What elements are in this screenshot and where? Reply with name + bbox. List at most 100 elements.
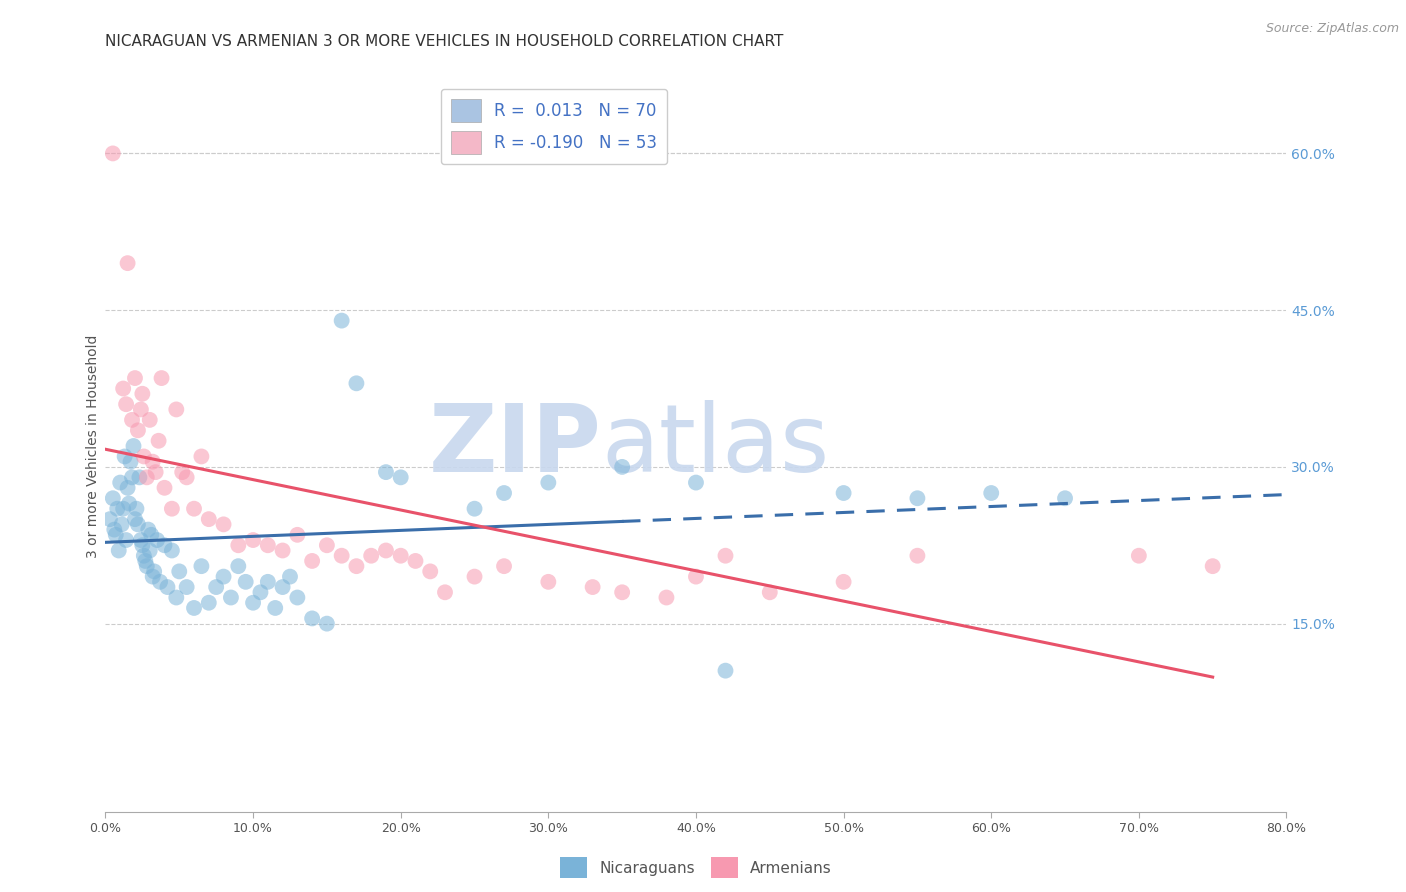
Point [129,533,152,547]
Text: atlas: atlas [602,400,830,492]
Point [271,543,294,558]
Point [714,549,737,563]
Point [165,591,187,605]
Point [142,455,165,469]
Point [112,501,135,516]
Point [315,616,337,631]
Point [905,491,928,506]
Point [150,371,173,385]
Point [832,574,855,589]
Point [346,376,368,391]
Point [980,486,1002,500]
Point [242,533,264,547]
Point [135,470,157,484]
Point [219,591,242,605]
Point [419,565,441,579]
Point [183,501,205,516]
Point [685,569,707,583]
Point [235,574,257,589]
Point [169,565,191,579]
Text: NICARAGUAN VS ARMENIAN 3 OR MORE VEHICLES IN HOUSEHOLD CORRELATION CHART: NICARAGUAN VS ARMENIAN 3 OR MORE VEHICLE… [105,34,783,49]
Point [148,434,170,448]
Point [271,580,294,594]
Point [330,313,353,327]
Point [131,538,153,552]
Point [228,538,250,552]
Point [256,538,278,552]
Point [105,501,128,516]
Point [138,543,162,558]
Point [242,596,264,610]
Point [101,491,124,506]
Point [360,549,382,563]
Point [832,486,855,500]
Point [405,554,427,568]
Point [492,559,515,574]
Text: ZIP: ZIP [429,400,602,492]
Point [190,559,212,574]
Point [315,538,337,552]
Point [153,538,176,552]
Point [104,528,127,542]
Point [153,481,176,495]
Point [131,386,153,401]
Point [114,450,136,464]
Point [112,382,135,396]
Point [111,517,134,532]
Point [1128,549,1150,563]
Point [581,580,603,594]
Point [98,512,121,526]
Point [374,465,398,479]
Point [176,580,198,594]
Point [287,528,309,542]
Point [110,475,132,490]
Point [212,569,235,583]
Point [301,554,323,568]
Point [115,397,138,411]
Point [190,450,212,464]
Point [278,569,301,583]
Point [103,523,125,537]
Point [118,496,141,510]
Point [135,559,157,574]
Point [537,574,560,589]
Point [149,574,172,589]
Point [537,475,560,490]
Point [124,512,146,526]
Point [115,533,138,547]
Point [138,413,162,427]
Point [122,439,145,453]
Point [132,549,155,563]
Point [127,517,149,532]
Point [183,601,205,615]
Point [330,549,353,563]
Point [212,517,235,532]
Point [610,459,633,474]
Point [287,591,309,605]
Point [165,402,187,417]
Point [759,585,782,599]
Text: Source: ZipAtlas.com: Source: ZipAtlas.com [1265,22,1399,36]
Point [101,146,124,161]
Point [145,465,167,479]
Point [197,512,219,526]
Point [374,543,398,558]
Point [117,256,139,270]
Point [434,585,457,599]
Point [146,533,169,547]
Point [136,523,159,537]
Point [143,565,166,579]
Point [120,455,142,469]
Point [160,501,183,516]
Point [124,371,146,385]
Point [172,465,194,479]
Point [127,423,149,437]
Point [121,413,143,427]
Y-axis label: 3 or more Vehicles in Household: 3 or more Vehicles in Household [86,334,100,558]
Point [121,470,143,484]
Point [346,559,368,574]
Point [160,543,183,558]
Point [197,596,219,610]
Point [129,402,152,417]
Point [228,559,250,574]
